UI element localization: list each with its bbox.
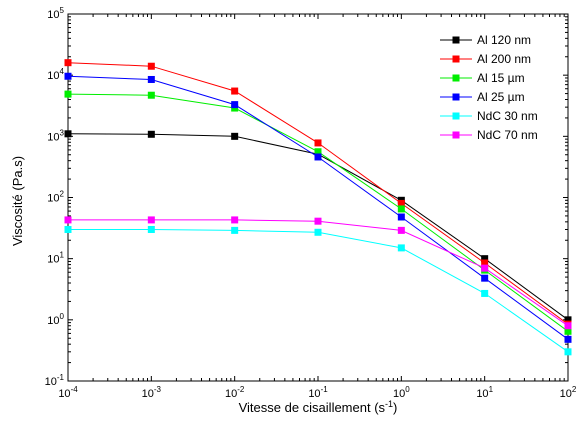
y-tick-label: 10-1 — [45, 373, 65, 388]
data-point — [147, 62, 155, 70]
legend-swatch-marker — [452, 93, 460, 101]
legend-item: Al 120 nm — [440, 33, 531, 47]
legend-item: NdC 70 nm — [440, 128, 538, 142]
y-tick-label: 105 — [47, 6, 64, 21]
legend-label: Al 200 nm — [477, 52, 531, 66]
data-point — [564, 327, 572, 335]
legend-swatch-marker — [452, 36, 460, 44]
series-line — [68, 229, 569, 353]
legend-swatch-marker — [452, 112, 460, 120]
legend-item: Al 25 µm — [440, 90, 525, 104]
data-point — [564, 322, 572, 330]
axes-layer: 10-4 10-3 10-2 10-1 100 101 102 10-1 100 101 102 10… — [45, 6, 577, 400]
legend-item: Al 200 nm — [440, 52, 531, 66]
legend-swatch-marker — [452, 74, 460, 82]
data-point — [314, 228, 322, 236]
x-tick-label: 102 — [560, 385, 577, 400]
legend-label: NdC 70 nm — [477, 128, 538, 142]
data-point — [314, 139, 322, 147]
data-point — [231, 226, 239, 234]
y-tick-label: 100 — [47, 312, 64, 327]
data-point — [147, 225, 155, 233]
legend-label: Al 120 nm — [477, 33, 531, 47]
x-tick-label: 10-3 — [142, 385, 162, 400]
series-line — [67, 133, 569, 321]
data-point — [231, 87, 239, 95]
series-ndc-70-nm — [64, 216, 572, 330]
series-line — [68, 219, 569, 327]
x-tick-label: 10-4 — [58, 385, 78, 400]
data-point — [397, 199, 405, 207]
legend-label: NdC 30 nm — [477, 109, 538, 123]
data-point — [64, 130, 72, 138]
data-point — [64, 72, 72, 80]
data-point — [231, 216, 239, 224]
y-tick-label: 104 — [47, 67, 64, 82]
data-point — [314, 217, 322, 225]
data-point — [481, 255, 489, 263]
data-point — [64, 59, 72, 67]
data-point — [64, 216, 72, 224]
series-al-25-m — [64, 72, 572, 343]
data-point — [481, 264, 489, 272]
data-point — [231, 101, 239, 109]
data-point — [397, 226, 405, 234]
data-point — [564, 316, 572, 324]
data-point — [397, 213, 405, 221]
legend-item: NdC 30 nm — [440, 109, 538, 123]
x-axis-title: Vitesse de cisaillement (s-1) — [239, 399, 398, 415]
x-tick-label: 101 — [476, 385, 493, 400]
data-point — [397, 244, 405, 252]
data-point — [481, 289, 489, 297]
series-layer — [64, 59, 572, 356]
y-tick-label: 102 — [47, 190, 64, 205]
legend-item: Al 15 µm — [440, 71, 525, 85]
x-tick-label: 10-1 — [308, 385, 328, 400]
x-tick-label: 100 — [393, 385, 410, 400]
data-point — [314, 153, 322, 161]
data-point — [231, 132, 239, 140]
series-ndc-30-nm — [64, 225, 572, 356]
data-point — [564, 348, 572, 356]
data-point — [64, 90, 72, 98]
x-tick-label: 10-2 — [225, 385, 245, 400]
data-point — [481, 274, 489, 282]
legend-swatch-marker — [452, 55, 460, 63]
legend: Al 120 nm Al 200 nm Al 15 µm Al 25 µm NdC 30… — [440, 33, 538, 142]
data-point — [481, 259, 489, 267]
plot-frame — [67, 13, 569, 382]
data-point — [147, 75, 155, 83]
legend-swatch-marker — [452, 131, 460, 139]
data-point — [147, 130, 155, 138]
data-point — [314, 148, 322, 156]
data-point — [147, 91, 155, 99]
data-point — [397, 205, 405, 213]
data-point — [64, 225, 72, 233]
data-point — [147, 216, 155, 224]
y-tick-label: 103 — [47, 128, 64, 143]
y-tick-label: 101 — [47, 251, 64, 266]
legend-label: Al 15 µm — [477, 71, 525, 85]
data-point — [564, 335, 572, 343]
y-axis-title: Viscosité (Pa.s) — [10, 156, 25, 246]
legend-label: Al 25 µm — [477, 90, 525, 104]
